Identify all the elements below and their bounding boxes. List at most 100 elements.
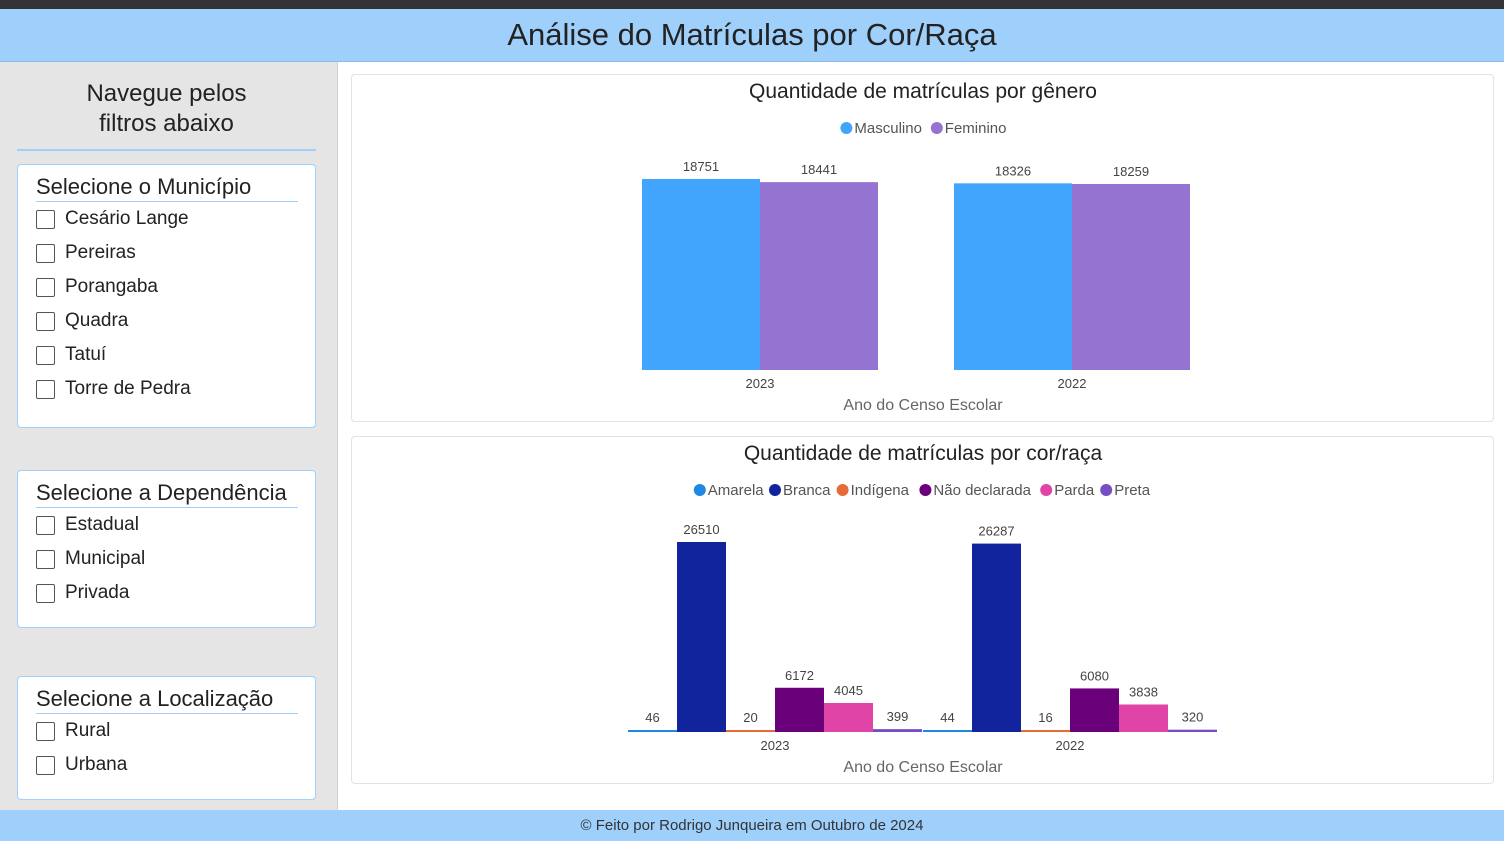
- checkbox[interactable]: [36, 311, 55, 331]
- bar: [642, 179, 760, 370]
- option-label: Estadual: [65, 514, 139, 535]
- window-top-bar: [0, 0, 1504, 9]
- localizacao-filter-title: Selecione a Localização: [36, 686, 298, 714]
- race-chart-card: Quantidade de matrículas por cor/raça Ama…: [351, 436, 1494, 784]
- footer-text: © Feito por Rodrigo Junqueira em Outubro…: [580, 817, 924, 834]
- data-label: 18441: [801, 162, 837, 177]
- legend-marker: [840, 122, 853, 134]
- data-label: 6172: [785, 668, 814, 683]
- checkbox[interactable]: [36, 721, 55, 741]
- legend-label: Amarela: [708, 482, 765, 499]
- data-label: 46: [645, 710, 659, 725]
- option-rural[interactable]: Rural: [36, 714, 315, 748]
- option-label: Privada: [65, 582, 130, 603]
- municipio-filter: Selecione o Município Cesário Lange Pere…: [17, 164, 316, 428]
- option-label: Porangaba: [65, 276, 158, 297]
- data-label: 44: [940, 710, 954, 725]
- data-label: 6080: [1080, 668, 1109, 683]
- x-tick-label: 2023: [761, 738, 790, 753]
- data-label: 399: [887, 709, 909, 724]
- legend-label: Branca: [783, 482, 831, 499]
- main-content: Quantidade de matrículas por gênero Mascu…: [338, 62, 1504, 810]
- data-label: 4045: [834, 683, 863, 698]
- legend-label: Não declarada: [933, 482, 1031, 499]
- legend-marker: [930, 122, 943, 134]
- data-label: 18751: [683, 159, 719, 174]
- page-footer: © Feito por Rodrigo Junqueira em Outubro…: [0, 810, 1504, 841]
- data-label: 18259: [1113, 164, 1149, 179]
- x-tick-label: 2022: [1056, 738, 1085, 753]
- gender-chart-card: Quantidade de matrículas por gênero Mascu…: [351, 74, 1494, 422]
- x-axis-title: Ano do Censo Escolar: [843, 397, 1003, 414]
- legend-label: Preta: [1114, 482, 1151, 499]
- bar: [1168, 729, 1217, 732]
- checkbox[interactable]: [36, 243, 55, 263]
- option-cesario-lange[interactable]: Cesário Lange: [36, 202, 315, 236]
- option-urbana[interactable]: Urbana: [36, 748, 315, 782]
- legend-marker: [919, 484, 932, 496]
- option-label: Torre de Pedra: [65, 378, 191, 399]
- legend-label: Indígena: [851, 482, 910, 499]
- data-label: 20: [743, 710, 757, 725]
- legend-label: Masculino: [854, 120, 922, 137]
- option-estadual[interactable]: Estadual: [36, 508, 315, 542]
- bar: [923, 730, 972, 732]
- checkbox[interactable]: [36, 209, 55, 229]
- bar: [873, 729, 922, 732]
- checkbox[interactable]: [36, 583, 55, 603]
- bar: [1021, 730, 1070, 732]
- data-label: 16: [1038, 710, 1052, 725]
- dependencia-filter: Selecione a Dependência Estadual Municip…: [17, 470, 316, 628]
- x-tick-label: 2023: [746, 376, 775, 391]
- legend-marker: [1040, 484, 1053, 496]
- data-label: 26510: [683, 522, 719, 537]
- bar: [760, 182, 878, 370]
- page-title: Análise do Matrículas por Cor/Raça: [507, 17, 997, 52]
- legend-label: Parda: [1054, 482, 1095, 499]
- bar: [972, 543, 1021, 732]
- option-label: Urbana: [65, 754, 128, 775]
- option-porangaba[interactable]: Porangaba: [36, 270, 315, 304]
- checkbox[interactable]: [36, 379, 55, 399]
- legend-marker: [769, 484, 781, 496]
- option-privada[interactable]: Privada: [36, 576, 315, 610]
- legend-marker: [1100, 484, 1113, 496]
- checkbox[interactable]: [36, 345, 55, 365]
- x-tick-label: 2022: [1058, 376, 1087, 391]
- chart-title: Quantidade de matrículas por gênero: [749, 80, 1097, 103]
- data-label: 18326: [995, 163, 1031, 178]
- legend-marker: [836, 484, 849, 496]
- page-header: Análise do Matrículas por Cor/Raça: [0, 9, 1504, 62]
- bar: [677, 542, 726, 732]
- option-label: Cesário Lange: [65, 208, 189, 229]
- filter-sidebar: Navegue pelos filtros abaixo Selecione o…: [0, 62, 338, 810]
- municipio-filter-title: Selecione o Município: [36, 174, 298, 202]
- option-quadra[interactable]: Quadra: [36, 304, 315, 338]
- option-label: Quadra: [65, 310, 129, 331]
- option-label: Rural: [65, 720, 111, 741]
- option-torre-de-pedra[interactable]: Torre de Pedra: [36, 372, 315, 406]
- option-tatui[interactable]: Tatuí: [36, 338, 315, 372]
- checkbox[interactable]: [36, 549, 55, 569]
- checkbox[interactable]: [36, 515, 55, 535]
- checkbox[interactable]: [36, 755, 55, 775]
- race-chart: Quantidade de matrículas por cor/raça Ama…: [628, 442, 1217, 776]
- sidebar-title-line1: Navegue pelos: [86, 80, 247, 107]
- gender-chart: Quantidade de matrículas por gênero Mascu…: [642, 80, 1190, 414]
- bar: [1072, 184, 1190, 370]
- bar: [726, 730, 775, 732]
- checkbox[interactable]: [36, 277, 55, 297]
- bar: [1119, 704, 1168, 732]
- bar: [954, 183, 1072, 370]
- option-label: Municipal: [65, 548, 146, 569]
- option-pereiras[interactable]: Pereiras: [36, 236, 315, 270]
- bar: [824, 703, 873, 732]
- dependencia-filter-title: Selecione a Dependência: [36, 480, 298, 508]
- option-label: Tatuí: [65, 344, 107, 365]
- data-label: 3838: [1129, 684, 1158, 699]
- chart-title: Quantidade de matrículas por cor/raça: [744, 442, 1103, 465]
- x-axis-title: Ano do Censo Escolar: [843, 759, 1003, 776]
- option-municipal[interactable]: Municipal: [36, 542, 315, 576]
- localizacao-filter: Selecione a Localização Rural Urbana: [17, 676, 316, 800]
- bar: [775, 687, 824, 732]
